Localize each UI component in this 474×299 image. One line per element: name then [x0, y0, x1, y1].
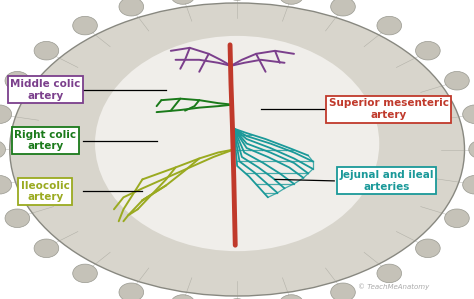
Ellipse shape	[171, 295, 195, 299]
Ellipse shape	[416, 239, 440, 257]
Ellipse shape	[73, 16, 97, 35]
Ellipse shape	[279, 0, 304, 4]
Ellipse shape	[377, 16, 401, 35]
Ellipse shape	[171, 0, 195, 4]
Text: Jejunal and ileal
arteries: Jejunal and ileal arteries	[339, 170, 434, 192]
Ellipse shape	[95, 36, 379, 251]
Ellipse shape	[10, 3, 465, 296]
Ellipse shape	[463, 176, 474, 194]
Ellipse shape	[445, 209, 469, 228]
Text: Middle colic
artery: Middle colic artery	[10, 79, 81, 100]
Ellipse shape	[34, 239, 59, 257]
Ellipse shape	[279, 295, 304, 299]
Ellipse shape	[0, 105, 12, 123]
Ellipse shape	[463, 105, 474, 123]
Ellipse shape	[119, 0, 144, 16]
Ellipse shape	[5, 71, 30, 90]
Ellipse shape	[331, 0, 356, 16]
Text: © TeachMeAnatomy: © TeachMeAnatomy	[358, 284, 429, 290]
Ellipse shape	[119, 283, 144, 299]
Ellipse shape	[34, 42, 59, 60]
Ellipse shape	[73, 264, 97, 283]
Ellipse shape	[416, 42, 440, 60]
Ellipse shape	[377, 264, 401, 283]
Ellipse shape	[331, 283, 356, 299]
Ellipse shape	[5, 209, 30, 228]
Ellipse shape	[445, 71, 469, 90]
Ellipse shape	[0, 176, 12, 194]
Text: Ileocolic
artery: Ileocolic artery	[21, 181, 70, 202]
Text: Right colic
artery: Right colic artery	[14, 130, 76, 151]
Ellipse shape	[0, 140, 6, 159]
Ellipse shape	[469, 140, 474, 159]
Text: Superior mesenteric
artery: Superior mesenteric artery	[329, 98, 449, 120]
